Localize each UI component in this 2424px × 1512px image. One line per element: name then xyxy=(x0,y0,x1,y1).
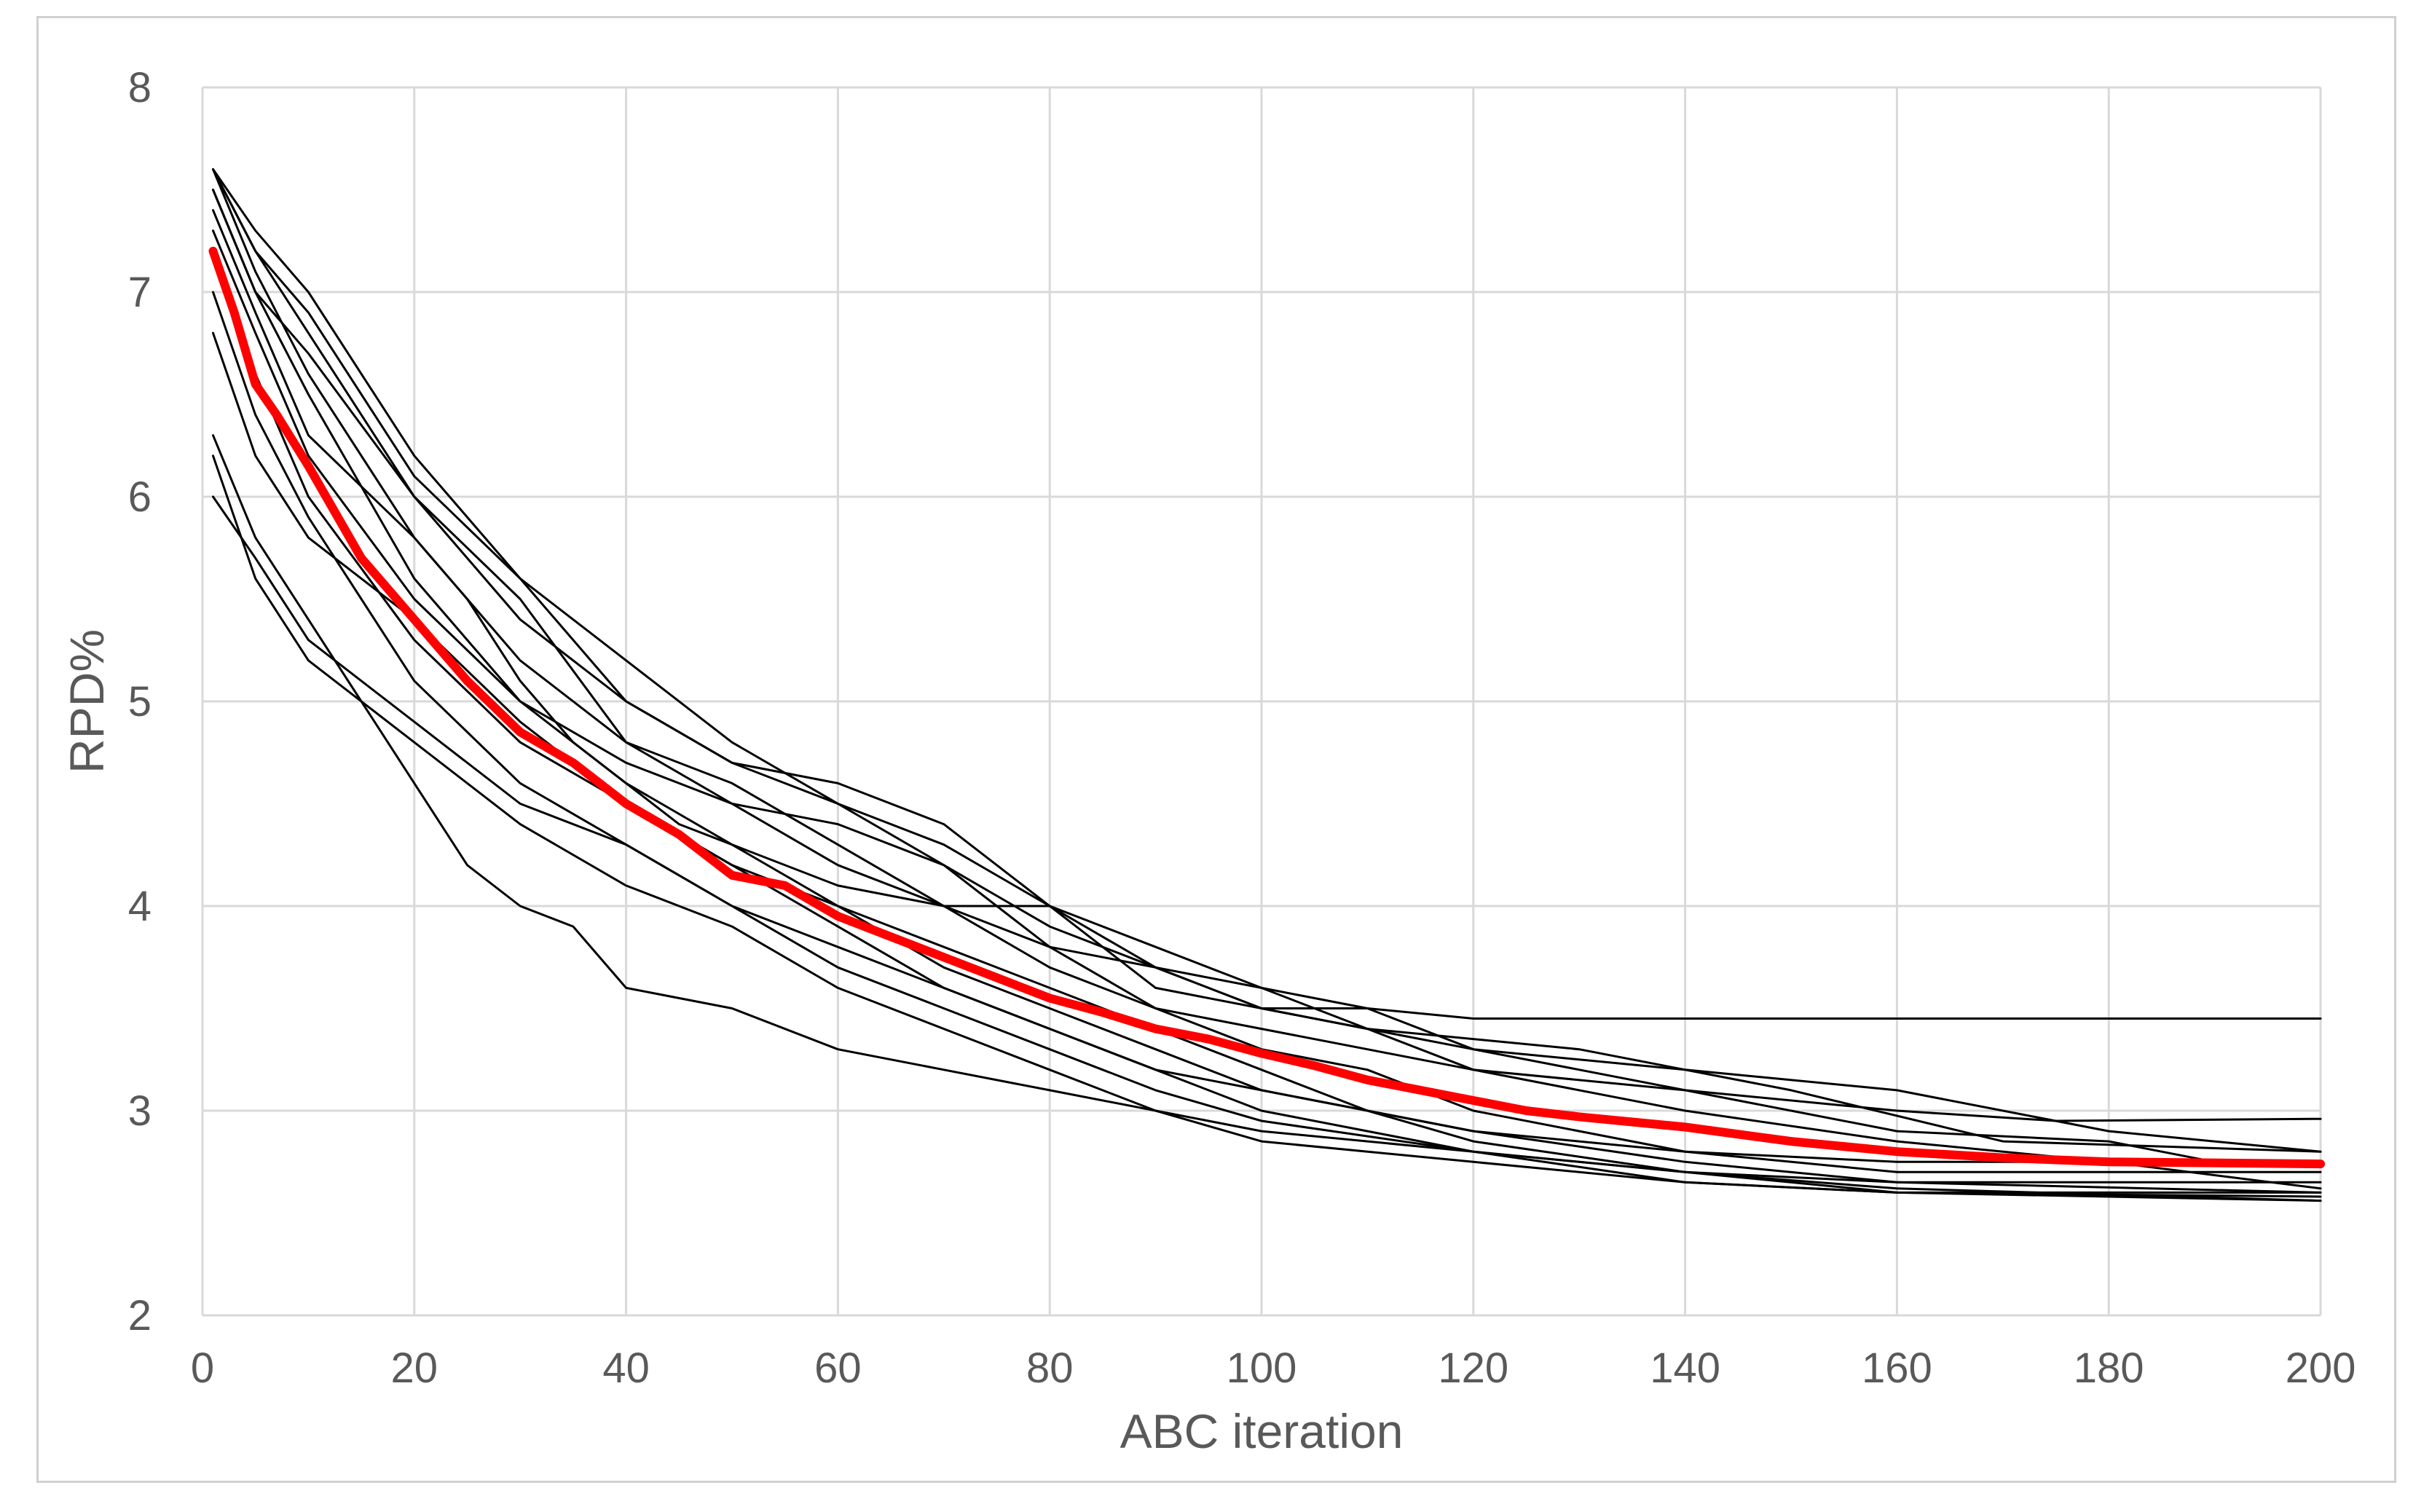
series-lines xyxy=(208,168,2325,1202)
run-series-line-2 xyxy=(212,189,2322,1122)
x-tick-label: 100 xyxy=(1227,1344,1297,1392)
y-tick-label: 2 xyxy=(128,1292,152,1339)
y-tick-label: 7 xyxy=(128,269,152,316)
run-series-line-3 xyxy=(212,168,2322,1153)
y-tick-label: 8 xyxy=(128,64,152,111)
tick-labels: 0 20 40 60 80 100 120 140 160 180 200 2 3 4 5 6 7 8 xyxy=(128,64,2356,1392)
x-tick-label: 0 xyxy=(191,1344,214,1392)
x-axis-title: ABC iteration xyxy=(1120,1404,1404,1458)
chart-frame xyxy=(36,16,2396,1483)
x-tick-label: 160 xyxy=(1862,1344,1932,1392)
run-series-line-8 xyxy=(212,250,2322,1194)
x-tick-label: 140 xyxy=(1650,1344,1720,1392)
x-tick-label: 60 xyxy=(814,1344,862,1392)
y-tick-label: 6 xyxy=(128,473,152,521)
run-series-line-7 xyxy=(212,209,2322,1173)
run-series-line-5 xyxy=(212,434,2322,1184)
run-series-line-6 xyxy=(212,495,2322,1194)
x-tick-label: 40 xyxy=(602,1344,650,1392)
run-series-line-11 xyxy=(212,454,2322,1198)
x-tick-label: 180 xyxy=(2074,1344,2144,1392)
run-series-line-13 xyxy=(212,229,2322,1202)
x-tick-label: 120 xyxy=(1438,1344,1508,1392)
run-series-line-12 xyxy=(212,189,2322,1163)
y-tick-label: 3 xyxy=(128,1087,152,1135)
x-tick-label: 200 xyxy=(2286,1344,2356,1392)
x-tick-label: 80 xyxy=(1026,1344,1074,1392)
y-tick-label: 4 xyxy=(128,883,152,930)
y-axis-title: RPD% xyxy=(60,629,114,773)
run-series-line-10 xyxy=(212,291,2322,1202)
run-series-line-9 xyxy=(212,168,2322,1153)
run-series-line-14 xyxy=(212,168,2322,1190)
run-series-line-1 xyxy=(212,168,2322,1020)
mean-series-line xyxy=(208,246,2325,1169)
y-tick-label: 5 xyxy=(128,678,152,725)
x-tick-label: 20 xyxy=(391,1344,438,1392)
